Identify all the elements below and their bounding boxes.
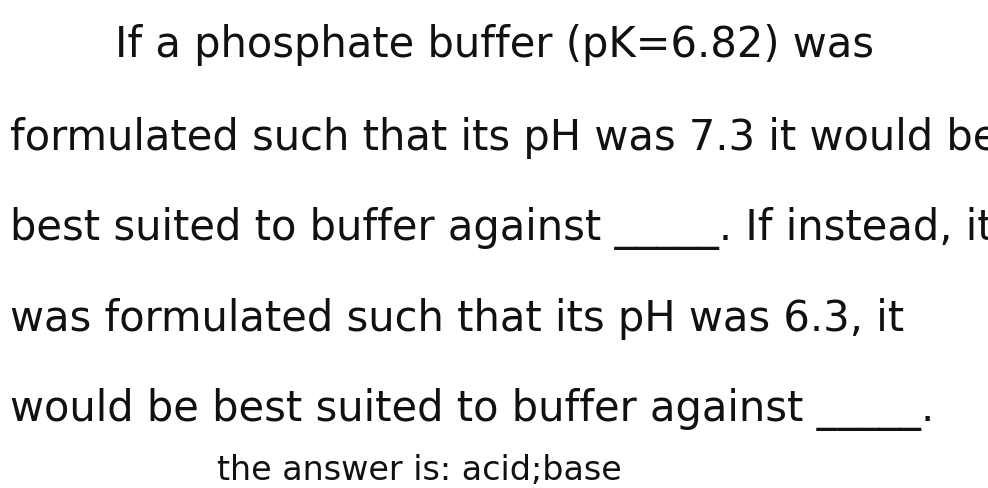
Text: the answer is: acid;base: the answer is: acid;base xyxy=(217,454,622,487)
Text: would be best suited to buffer against _____.: would be best suited to buffer against _… xyxy=(10,388,934,431)
Text: If a phosphate buffer (pK=6.82) was: If a phosphate buffer (pK=6.82) was xyxy=(115,24,873,66)
Text: formulated such that its pH was 7.3 it would be: formulated such that its pH was 7.3 it w… xyxy=(10,117,988,159)
Text: was formulated such that its pH was 6.3, it: was formulated such that its pH was 6.3,… xyxy=(10,298,904,340)
Text: best suited to buffer against _____. If instead, it: best suited to buffer against _____. If … xyxy=(10,207,988,250)
